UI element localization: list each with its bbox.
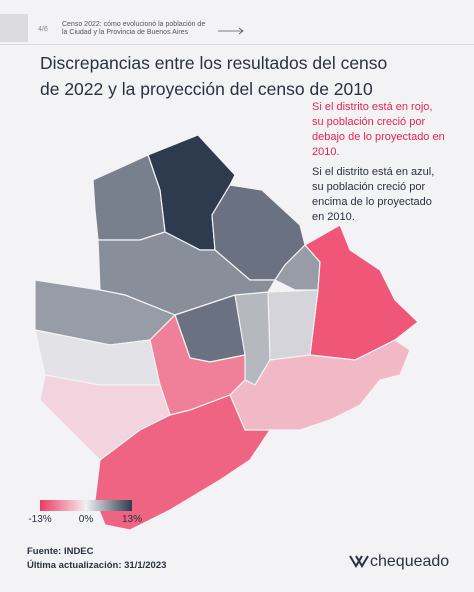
districts [34,134,419,531]
note-blue: Si el distrito está en azul, su població… [312,166,435,223]
title: Discrepancias entre los resultados del c… [40,53,388,99]
brand-icon [349,555,369,568]
arrow-head [238,27,244,35]
district [94,394,272,531]
note-red: Si el distrito está en rojo, su població… [312,101,445,158]
brand: chequeado [370,553,450,570]
district [304,224,419,361]
logo [0,14,28,42]
legend-label: 13% [122,514,142,525]
district [267,289,319,361]
series-title[interactable]: Censo 2022: cómo evolucionó la población… [62,21,206,36]
legend-label: 0% [79,514,94,525]
legend-label: -13% [28,514,51,525]
top-bar [0,0,474,45]
updated: Última actualización: 31/1/2023 [27,560,167,571]
legend-scale [40,500,132,511]
source: Fuente: INDEC [27,546,94,557]
page-number: 4/6 [38,26,48,33]
